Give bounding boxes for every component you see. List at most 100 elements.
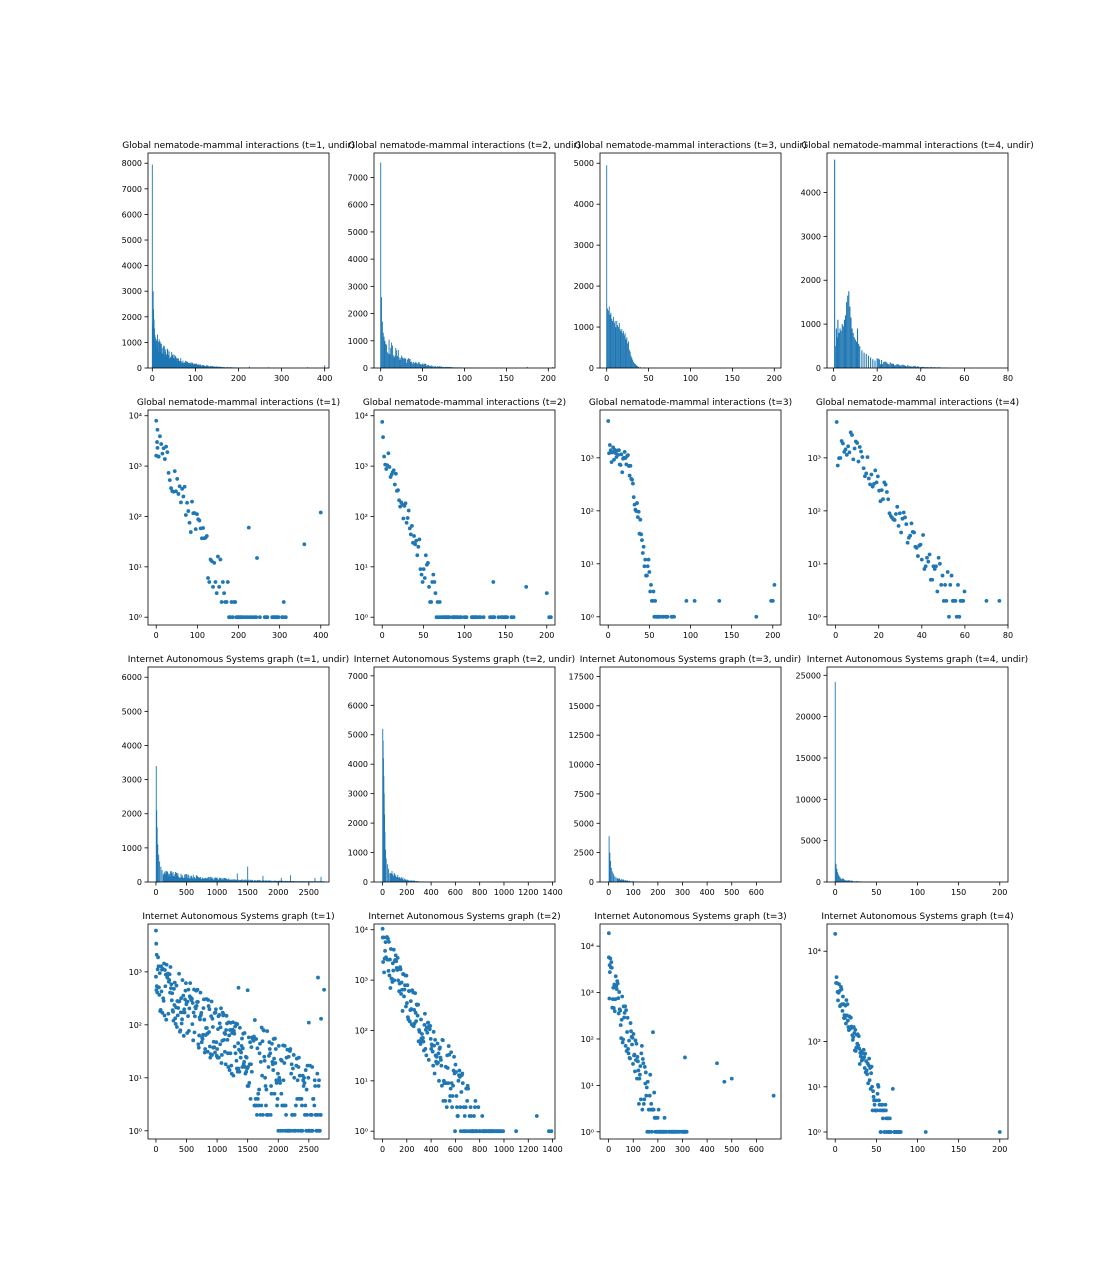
bar <box>894 365 896 368</box>
data-point <box>402 987 407 992</box>
data-point <box>157 993 162 997</box>
data-point <box>639 532 644 537</box>
data-point <box>194 1003 199 1008</box>
bar <box>420 364 422 368</box>
data-point <box>282 1061 287 1065</box>
data-point <box>415 1013 420 1018</box>
x-ticks: 0 50 100 150 200 <box>833 882 1007 897</box>
data-point <box>276 1071 280 1076</box>
bar <box>870 357 872 368</box>
data-point <box>224 600 229 604</box>
bar <box>398 877 399 882</box>
data-point <box>387 973 392 978</box>
bar <box>260 880 262 882</box>
data-point <box>419 1017 423 1022</box>
data-point <box>210 1025 215 1029</box>
data-point <box>218 1042 223 1047</box>
bar <box>221 877 223 882</box>
data-point <box>299 1096 304 1101</box>
data-point <box>388 957 392 962</box>
data-point <box>640 1107 645 1112</box>
bar <box>392 874 394 882</box>
bar <box>227 879 228 882</box>
y-tick-label: 10⁴ <box>129 412 142 421</box>
bar <box>426 366 428 368</box>
bar <box>612 316 614 368</box>
bar <box>282 880 283 882</box>
bar <box>385 849 386 882</box>
bar <box>834 681 836 882</box>
data-point <box>247 1081 252 1085</box>
data-point <box>213 1007 218 1012</box>
subplot-title: Global nematode-mammal interactions (t=4… <box>816 398 1019 408</box>
bar <box>386 352 388 368</box>
data-point <box>405 1001 409 1005</box>
data-point <box>642 1097 647 1102</box>
bar <box>407 880 409 882</box>
data-point <box>305 1112 309 1117</box>
bar <box>406 879 408 882</box>
data-point <box>172 469 177 474</box>
data-point <box>206 1004 211 1008</box>
data-point <box>462 1114 467 1118</box>
data-point <box>641 1061 646 1066</box>
data-point <box>445 1066 450 1070</box>
y-tick-label: 5000 <box>348 228 368 237</box>
data-point <box>617 990 622 994</box>
y-tick-label: 2000 <box>348 310 368 319</box>
data-point <box>169 982 174 987</box>
x-tick-label: 500 <box>724 888 739 897</box>
data-point <box>217 1012 222 1017</box>
bar <box>251 880 253 882</box>
data-point <box>256 1091 261 1096</box>
data-point <box>621 1037 626 1042</box>
bar <box>838 874 839 882</box>
data-point <box>440 1083 444 1088</box>
data-point <box>405 516 410 520</box>
data-point <box>179 500 183 505</box>
axes-frame <box>147 409 330 626</box>
bar <box>609 852 611 882</box>
bar <box>911 366 913 368</box>
bar <box>268 880 270 882</box>
x-tick-label: 200 <box>765 631 780 640</box>
data-point <box>413 542 418 547</box>
bar <box>628 881 630 882</box>
bar <box>172 875 173 882</box>
data-point <box>160 1010 165 1015</box>
data-point <box>217 584 222 589</box>
x-tick-label: 150 <box>951 1145 966 1154</box>
data-point <box>404 973 409 978</box>
bar <box>838 876 840 882</box>
data-point <box>683 1055 687 1060</box>
data-point <box>155 440 159 444</box>
data-point <box>222 1037 226 1042</box>
data-point <box>608 956 613 961</box>
data-point <box>871 1089 875 1094</box>
data-point <box>426 560 430 565</box>
data-point <box>642 1065 647 1069</box>
data-point <box>612 1009 617 1014</box>
data-point <box>645 1079 650 1084</box>
bar <box>257 880 259 882</box>
bar <box>181 877 183 882</box>
bar <box>913 365 915 368</box>
x-ticks: 0 500 1000 1500 2000 2500 <box>153 1139 319 1154</box>
data-point <box>629 1029 633 1034</box>
data-point <box>446 1081 451 1086</box>
series-marks <box>606 165 775 368</box>
data-point <box>300 1128 305 1133</box>
bar <box>398 357 400 368</box>
bar <box>878 359 880 368</box>
bar <box>863 352 865 368</box>
data-point <box>638 1097 643 1102</box>
data-point <box>432 580 437 584</box>
data-point <box>317 1128 322 1133</box>
bar <box>433 366 434 368</box>
data-point <box>481 615 486 620</box>
data-point <box>386 451 391 456</box>
bar <box>405 358 407 368</box>
y-tick-label: 6000 <box>348 201 368 210</box>
data-point <box>771 1093 776 1098</box>
